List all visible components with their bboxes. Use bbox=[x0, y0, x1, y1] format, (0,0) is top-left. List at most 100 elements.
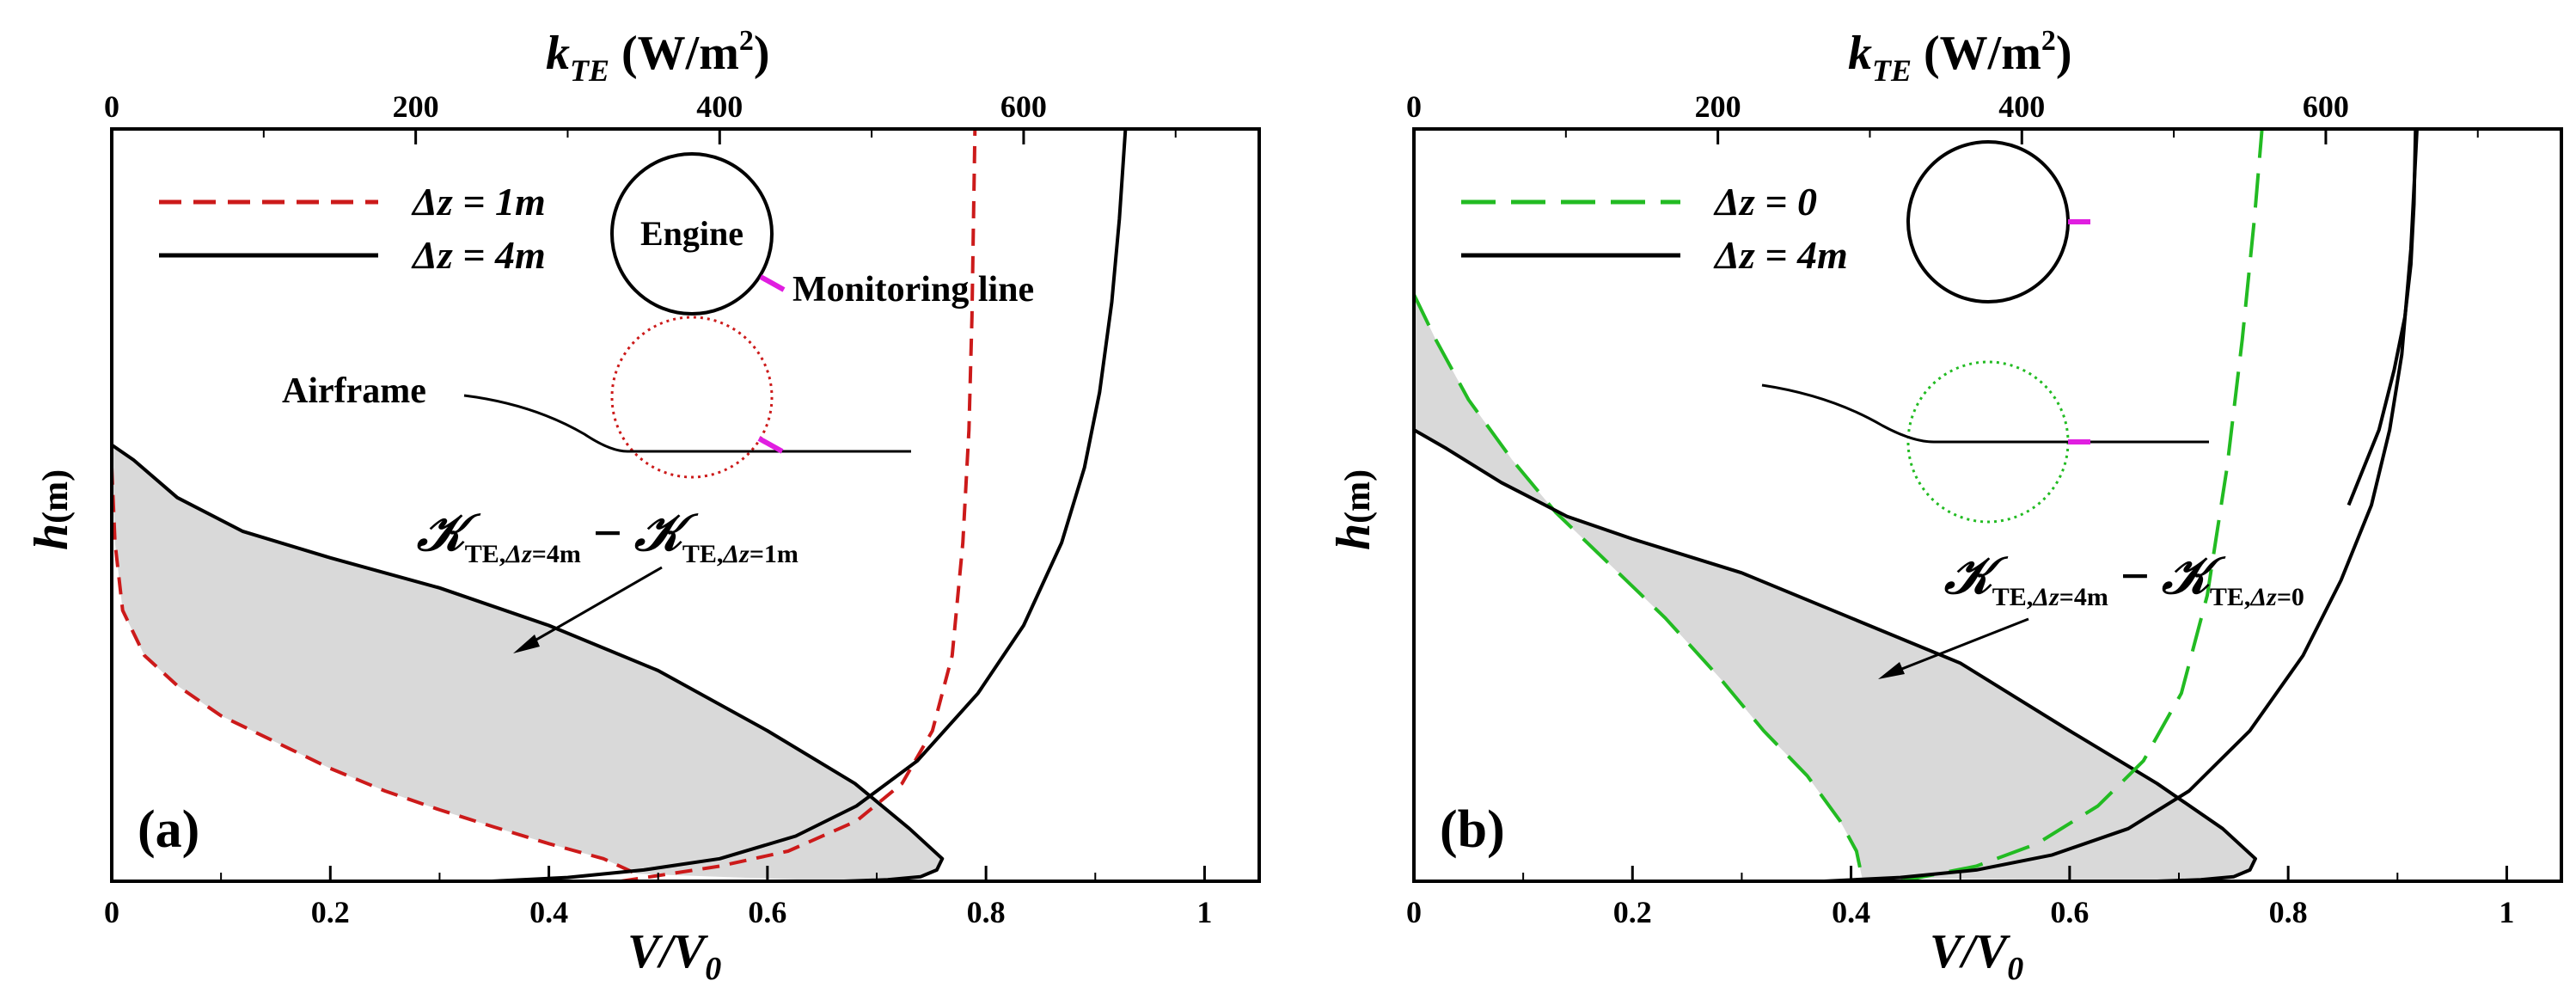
ylabel-main-b: h bbox=[1327, 524, 1380, 550]
kappa-sub-left-rest-b: =4m bbox=[2059, 583, 2108, 611]
xlabel-bottom-a: V/V0 bbox=[627, 925, 721, 987]
top-tick-label: 0 bbox=[104, 89, 119, 124]
bottom-tick-label: 0.8 bbox=[2269, 895, 2308, 929]
top-tick-label: 400 bbox=[696, 89, 743, 124]
kappa-sub-right-delta-b: Δz bbox=[2249, 583, 2277, 611]
xlabel-bottom-b: V/V0 bbox=[1930, 925, 2023, 987]
panel-b: 0 0.2 0.4 0.6 0.8 1 0 200 400 600 V/V0 kTE (W/m2)… bbox=[1327, 25, 2563, 987]
shaded-region-b bbox=[1414, 294, 2255, 881]
xlabel-top-main: k bbox=[546, 27, 570, 80]
legend-label-dz4m-b: Δz = 4m bbox=[1713, 233, 1848, 277]
bottom-tick-label: 0.4 bbox=[1832, 895, 1870, 929]
xlabel-top-sub-b: TE bbox=[1872, 53, 1912, 88]
ylabel-main: h bbox=[25, 524, 78, 550]
bottom-tick-label: 0.8 bbox=[967, 895, 1006, 929]
series-line--z-4m-k-te- bbox=[492, 128, 1128, 883]
engine-schematic-a: Engine Monitoring line Airframe bbox=[282, 152, 1034, 479]
series-group-a bbox=[110, 128, 1128, 883]
kappa-expression-b: 𝒦TE,Δz=4m − 𝒦TE,Δz=0 bbox=[1943, 546, 2304, 611]
bottom-tick-label: 1 bbox=[1196, 895, 1212, 929]
kappa-sub-left-main: TE, bbox=[465, 540, 506, 568]
panel-label-b: (b) bbox=[1440, 800, 1505, 859]
legend-a: Δz = 1m Δz = 4m bbox=[159, 180, 546, 277]
engine-label: Engine bbox=[640, 214, 743, 253]
shaded-area bbox=[112, 444, 943, 881]
engine-circle-b bbox=[1906, 140, 2070, 303]
ylabel-unit-b: (m) bbox=[1338, 469, 1378, 524]
kappa-minus: − bbox=[593, 505, 622, 561]
kappa-sub-left-b: TE,Δz=4m bbox=[1992, 583, 2108, 611]
kappa-sub-right-a: TE,Δz=1m bbox=[682, 540, 798, 568]
ylabel-b: h(m) bbox=[1327, 469, 1380, 550]
series-line--z-0 bbox=[1412, 293, 1864, 879]
kappa-arrow-line-a bbox=[519, 566, 663, 651]
monitoring-line-mark bbox=[759, 274, 786, 292]
kappa-sub-right-b: TE,Δz=0 bbox=[2210, 583, 2304, 611]
bottom-ticks-a: 0 0.2 0.4 0.6 0.8 1 bbox=[104, 866, 1212, 929]
airframe-curve-b bbox=[1761, 383, 2209, 444]
xlabel-bottom-main: V/V bbox=[627, 925, 709, 978]
xlabel-top-unit-b: (W/m bbox=[1924, 27, 2041, 80]
xlabel-top-main-b: k bbox=[1848, 27, 1872, 80]
kappa-arrow-head-a bbox=[513, 634, 540, 653]
series-line--z-4m-k-te- bbox=[1824, 128, 2419, 883]
series-line--z-4m bbox=[110, 443, 945, 883]
xlabel-bottom-main-b: V/V bbox=[1930, 925, 2011, 978]
top-tick-label: 600 bbox=[2303, 89, 2349, 124]
top-ticks-b: 0 200 400 600 bbox=[1406, 89, 2479, 144]
kappa-sub-right-main: TE, bbox=[682, 540, 724, 568]
xlabel-bottom-sub: 0 bbox=[705, 951, 721, 987]
bottom-ticks-b: 0 0.2 0.4 0.6 0.8 1 bbox=[1406, 866, 2514, 929]
top-tick-label: 200 bbox=[1695, 89, 1741, 124]
xlabel-top-sup: 2 bbox=[739, 25, 754, 57]
series-group-b bbox=[1412, 128, 2419, 883]
top-tick-label: 400 bbox=[1998, 89, 2045, 124]
kappa-expression-a: 𝒦TE,Δz=4m − 𝒦TE,Δz=1m bbox=[416, 503, 798, 568]
top-ticks-a: 0 200 400 600 bbox=[104, 89, 1177, 144]
plot-frame-b bbox=[1412, 127, 2563, 883]
bottom-tick-label: 0.2 bbox=[311, 895, 350, 929]
series-line--z-4m bbox=[1413, 428, 2257, 883]
kappa-sub-left-main-b: TE, bbox=[1992, 583, 2034, 611]
legend-label-dz1m: Δz = 1m bbox=[411, 180, 546, 224]
plot-frame-a bbox=[110, 127, 1261, 883]
series-line--z-1m-k-te- bbox=[621, 128, 977, 883]
xlabel-top-close-b: ) bbox=[2056, 27, 2072, 80]
xlabel-top-a: kTE (W/m2) bbox=[546, 25, 770, 88]
engine-schematic-b bbox=[1761, 140, 2209, 524]
ylabel-unit: (m) bbox=[36, 469, 76, 524]
ylabel-a: h(m) bbox=[25, 469, 78, 550]
kappa-sub-left-rest: =4m bbox=[532, 540, 581, 568]
legend-b: Δz = 0 Δz = 4m bbox=[1461, 180, 1848, 277]
legend-label-dz4m-a: Δz = 4m bbox=[411, 233, 546, 277]
top-tick-label: 600 bbox=[1000, 89, 1047, 124]
xlabel-top-b: kTE (W/m2) bbox=[1848, 25, 2072, 88]
monitoring-line-mark-lower bbox=[757, 436, 784, 454]
kappa-sub-left-a: TE,Δz=4m bbox=[465, 540, 581, 568]
panel-a: 0 0.2 0.4 0.6 0.8 1 0 200 400 600 V/V0 kTE (W/m2)… bbox=[25, 25, 1261, 987]
shaded-region-a bbox=[112, 444, 943, 881]
top-tick-label: 200 bbox=[393, 89, 439, 124]
kappa-sub-right-delta: Δz bbox=[722, 540, 750, 568]
kappa-sub-right-rest-b: =0 bbox=[2277, 583, 2304, 611]
xlabel-top-sub: TE bbox=[570, 53, 609, 88]
engine-circle bbox=[610, 152, 774, 316]
shaded-area bbox=[1414, 294, 2255, 881]
xlabel-bottom-sub-b: 0 bbox=[2007, 951, 2023, 987]
monitoring-line-label: Monitoring line bbox=[792, 270, 1034, 310]
airframe-label: Airframe bbox=[282, 371, 426, 411]
xlabel-top-sup-b: 2 bbox=[2041, 25, 2056, 57]
kappa-sub-left-delta: Δz bbox=[505, 540, 532, 568]
top-tick-label: 0 bbox=[1406, 89, 1422, 124]
series-line--z-0-k-te- bbox=[1900, 128, 2264, 883]
airframe-curve bbox=[463, 394, 911, 453]
bottom-tick-label: 0.6 bbox=[2050, 895, 2089, 929]
xlabel-top-close: ) bbox=[754, 27, 770, 80]
legend-label-dz0: Δz = 0 bbox=[1713, 180, 1817, 224]
kappa-sub-right-main-b: TE, bbox=[2210, 583, 2251, 611]
xlabel-top-unit: (W/m bbox=[621, 27, 739, 80]
series-line--z-4m-k-te-outer- bbox=[2347, 128, 2418, 506]
bottom-tick-label: 0.4 bbox=[529, 895, 568, 929]
panel-label-a: (a) bbox=[138, 800, 199, 859]
